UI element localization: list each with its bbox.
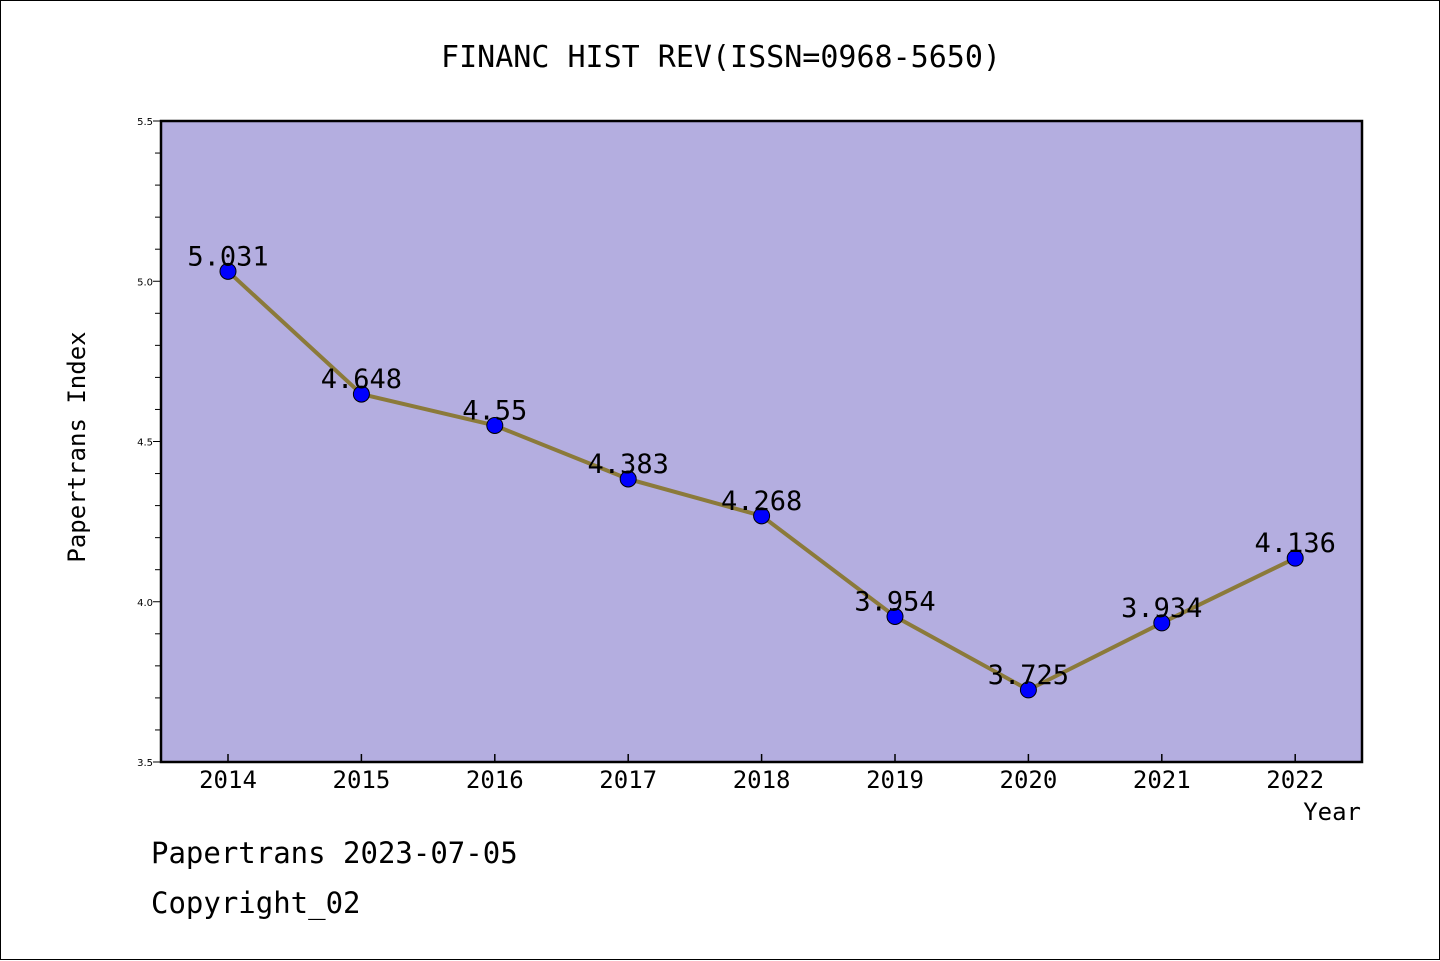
x-tick-label: 2014 [199,766,257,794]
y-tick-label: 5.0 [137,277,153,288]
x-tick-label: 2018 [733,766,791,794]
data-label: 5.031 [187,241,268,272]
y-tick-label: 3.5 [137,758,153,769]
plot-border [159,119,1364,764]
y-axis-label: Papertrans Index [63,331,91,562]
x-tick-label: 2015 [333,766,391,794]
data-label: 3.725 [988,660,1069,691]
x-tick-label: 2022 [1266,766,1324,794]
data-point-marker [1019,681,1037,699]
data-labels: 5.031 4.648 4.55 4.383 4.268 3.954 3.725 3.934 4… [187,241,1335,691]
x-tick-label: 2021 [1133,766,1191,794]
y-axis: 3.5 4.0 4.5 5.0 5.5 [137,117,161,769]
data-point-marker [1286,549,1304,567]
data-point-marker [486,416,504,434]
y-tick-label: 4.5 [137,438,153,449]
data-label: 4.383 [588,449,669,480]
series-markers [219,262,1304,699]
x-axis: 2014 2015 2016 2017 2018 2019 2020 2021 2022 [199,754,1324,794]
y-tick-label: 4.0 [137,598,153,609]
data-label: 4.648 [321,364,402,395]
data-label: 3.954 [854,586,935,617]
data-point-marker [352,385,370,403]
data-label: 4.268 [721,486,802,517]
data-point-marker [1153,614,1171,632]
chart-title: FINANC HIST REV(ISSN=0968-5650) [441,40,1001,75]
x-tick-label: 2020 [1000,766,1058,794]
x-axis-label: Year [1303,798,1361,826]
x-tick-label: 2017 [599,766,657,794]
y-tick-label: 5.5 [137,117,153,128]
footer-copyright: Copyright_02 [151,886,361,920]
data-point-marker [753,507,771,525]
x-tick-label: 2016 [466,766,524,794]
data-point-marker [219,262,237,280]
data-point-marker [886,607,904,625]
plot-area [161,121,1362,762]
footer-source: Papertrans 2023-07-05 [151,836,518,870]
data-label: 4.55 [462,395,527,426]
x-tick-label: 2019 [866,766,924,794]
data-point-marker [619,470,637,488]
data-label: 4.136 [1255,528,1336,559]
data-label: 3.934 [1121,593,1202,624]
